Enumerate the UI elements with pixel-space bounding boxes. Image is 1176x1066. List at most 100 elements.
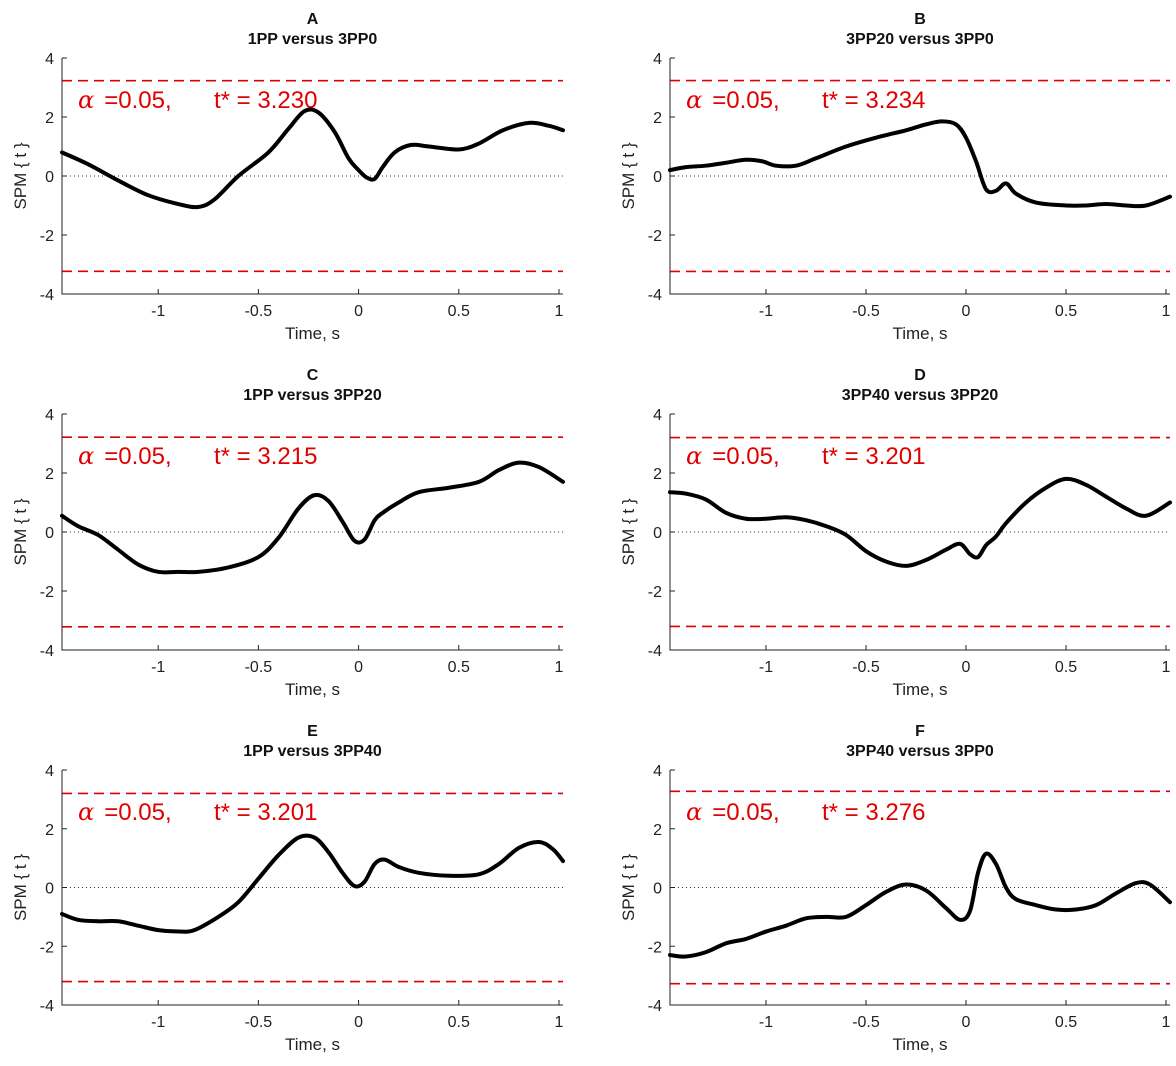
y-tick-label: -4 <box>40 287 54 304</box>
alpha-value: =0.05, <box>712 799 779 826</box>
panel-e: E 1PP versus 3PP40 -4 -2 0 2 4 -1 -0.5 0 0.5 1 Time,… <box>11 723 565 1054</box>
y-tick-label: 2 <box>653 822 662 839</box>
y-tick-label: 2 <box>45 822 54 839</box>
critical-threshold-annotation: t* = 3.276 <box>822 799 925 826</box>
spm-t-curve <box>668 119 1172 209</box>
panel-title: 1PP versus 3PP0 <box>248 31 378 48</box>
x-tick-label: -1 <box>759 303 773 320</box>
panel-title: 1PP versus 3PP40 <box>243 743 382 760</box>
y-tick-label: -2 <box>648 584 662 601</box>
spm-t-curve <box>668 476 1172 568</box>
y-tick-label: 0 <box>45 881 54 898</box>
x-axis-label: Time, s <box>285 1035 340 1054</box>
y-tick-label: -4 <box>40 998 54 1015</box>
alpha-value: =0.05, <box>712 87 779 114</box>
spm-t-curve <box>668 851 1172 959</box>
panel-d: D 3PP40 versus 3PP20 -4 -2 0 2 4 -1 -0.5 0 0.5 1 Tim… <box>619 367 1172 699</box>
panel-letter: B <box>914 11 926 28</box>
critical-threshold-annotation: t* = 3.230 <box>214 87 317 114</box>
x-tick-label: 1 <box>1162 1014 1171 1031</box>
spm-t-curve <box>60 833 565 934</box>
x-axis-label: Time, s <box>285 680 340 699</box>
x-tick-label: 0.5 <box>448 1014 470 1031</box>
alpha-symbol: α <box>686 442 702 470</box>
x-tick-label: 0.5 <box>1055 303 1077 320</box>
x-tick-label: -0.5 <box>245 1014 273 1031</box>
alpha-value: =0.05, <box>104 443 171 470</box>
alpha-value: =0.05, <box>104 799 171 826</box>
y-tick-label: 2 <box>45 110 54 127</box>
alpha-annotation: α =0.05, <box>78 798 172 826</box>
y-tick-label: -2 <box>40 939 54 956</box>
critical-threshold-annotation: t* = 3.215 <box>214 443 317 470</box>
spm-t-curve <box>60 460 565 575</box>
x-tick-label: 0.5 <box>1055 659 1077 676</box>
critical-threshold-annotation: t* = 3.201 <box>214 799 317 826</box>
panel-letter: F <box>915 723 925 740</box>
x-tick-label: -0.5 <box>852 1014 880 1031</box>
x-tick-label: 1 <box>1162 659 1171 676</box>
x-tick-label: 0 <box>962 659 971 676</box>
panel-f: F 3PP40 versus 3PP0 -4 -2 0 2 4 -1 -0.5 0 0.5 1 Time… <box>619 723 1172 1054</box>
x-axis-label: Time, s <box>892 680 947 699</box>
x-axis-label: Time, s <box>892 1035 947 1054</box>
y-tick-label: -2 <box>648 228 662 245</box>
x-tick-label: 1 <box>555 659 564 676</box>
alpha-value: =0.05, <box>104 87 171 114</box>
y-axis-label: SPM { t } <box>619 498 638 565</box>
x-tick-label: -0.5 <box>852 659 880 676</box>
spm-t-curve <box>60 107 565 210</box>
y-tick-label: -4 <box>40 643 54 660</box>
y-tick-label: 4 <box>653 763 662 780</box>
panel-title: 3PP20 versus 3PP0 <box>846 31 994 48</box>
x-tick-label: 0 <box>962 303 971 320</box>
x-tick-label: 0.5 <box>448 659 470 676</box>
panel-title: 3PP40 versus 3PP0 <box>846 743 994 760</box>
y-tick-label: -2 <box>648 939 662 956</box>
y-tick-label: 0 <box>653 881 662 898</box>
x-tick-label: 0.5 <box>448 303 470 320</box>
y-tick-label: 4 <box>653 51 662 68</box>
y-tick-label: 2 <box>653 466 662 483</box>
critical-threshold-annotation: t* = 3.234 <box>822 87 925 114</box>
y-tick-label: -4 <box>648 287 662 304</box>
panel-letter: C <box>307 367 319 384</box>
y-tick-label: -4 <box>648 643 662 660</box>
y-axis-label: SPM { t } <box>11 142 30 209</box>
panel-b: B 3PP20 versus 3PP0 -4 -2 0 2 4 -1 -0.5 0 0.5 1 Time… <box>619 11 1172 343</box>
y-tick-label: 0 <box>45 525 54 542</box>
y-tick-label: 4 <box>45 763 54 780</box>
y-tick-label: 0 <box>653 525 662 542</box>
y-tick-label: 4 <box>653 407 662 424</box>
x-tick-label: 0.5 <box>1055 1014 1077 1031</box>
alpha-symbol: α <box>686 798 702 826</box>
panel-a: A 1PP versus 3PP0 -4 -2 0 2 4 -1 -0.5 0 0.5 1 Time, … <box>11 11 565 343</box>
x-tick-label: -0.5 <box>245 303 273 320</box>
y-tick-label: -4 <box>648 998 662 1015</box>
y-axis-label: SPM { t } <box>619 854 638 921</box>
y-tick-label: 0 <box>45 169 54 186</box>
y-tick-label: 2 <box>45 466 54 483</box>
alpha-annotation: α =0.05, <box>78 86 172 114</box>
alpha-annotation: α =0.05, <box>686 86 780 114</box>
y-tick-label: -2 <box>40 584 54 601</box>
y-axis-label: SPM { t } <box>11 854 30 921</box>
alpha-symbol: α <box>78 442 94 470</box>
alpha-annotation: α =0.05, <box>686 442 780 470</box>
x-tick-label: 0 <box>354 659 363 676</box>
x-tick-label: -1 <box>151 659 165 676</box>
x-tick-label: 0 <box>962 1014 971 1031</box>
y-tick-label: 2 <box>653 110 662 127</box>
alpha-annotation: α =0.05, <box>78 442 172 470</box>
x-tick-label: -1 <box>151 1014 165 1031</box>
alpha-symbol: α <box>78 798 94 826</box>
panel-letter: D <box>914 367 926 384</box>
x-axis-label: Time, s <box>892 324 947 343</box>
x-tick-label: 1 <box>1162 303 1171 320</box>
x-tick-label: -1 <box>759 1014 773 1031</box>
x-tick-label: 1 <box>555 1014 564 1031</box>
y-axis-label: SPM { t } <box>11 498 30 565</box>
panel-title: 3PP40 versus 3PP20 <box>842 387 999 404</box>
alpha-symbol: α <box>686 86 702 114</box>
